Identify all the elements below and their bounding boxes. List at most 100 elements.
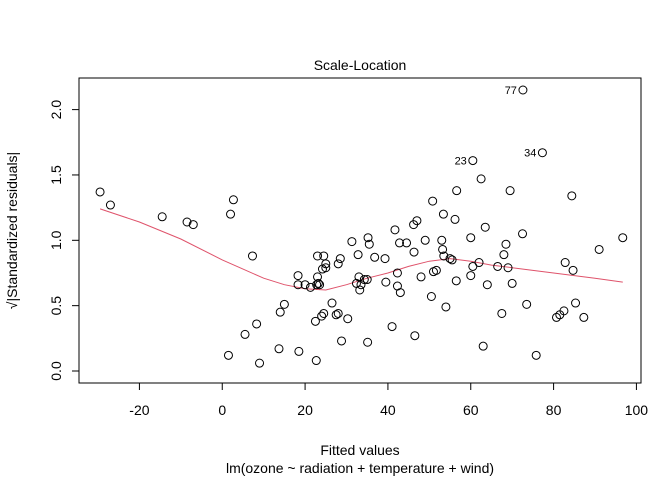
y-tick-label: 1.0 <box>48 230 64 250</box>
data-point <box>315 280 325 290</box>
data-point <box>387 322 397 332</box>
point-label: 34 <box>524 148 536 160</box>
data-point <box>499 250 509 260</box>
y-tick-label: 1.5 <box>48 165 64 185</box>
data-point <box>466 271 476 281</box>
data-point <box>501 239 511 249</box>
x-tick-label: -20 <box>129 402 149 418</box>
data-point <box>522 299 532 309</box>
data-point <box>431 265 441 275</box>
data-point <box>310 316 320 326</box>
data-point <box>402 238 412 248</box>
data-point <box>438 244 448 254</box>
data-point <box>333 259 343 269</box>
data-point <box>331 310 341 320</box>
data-point <box>392 268 402 278</box>
data-point <box>482 280 492 290</box>
data-point <box>493 261 503 271</box>
x-tick-label: 100 <box>625 402 649 418</box>
data-point <box>450 214 460 224</box>
data-point <box>337 336 347 346</box>
data-point <box>335 254 345 264</box>
x-tick-label: 60 <box>463 402 479 418</box>
data-point <box>356 280 366 290</box>
data-point <box>321 259 331 269</box>
data-point <box>410 331 420 341</box>
data-point <box>333 308 343 318</box>
x-axis-title: Fitted values <box>320 442 399 458</box>
data-point <box>568 265 578 275</box>
y-tick-label: 2.0 <box>48 100 64 120</box>
data-point <box>313 251 323 261</box>
data-point <box>321 263 331 273</box>
x-tick-label: 0 <box>218 402 226 418</box>
data-point <box>474 258 484 268</box>
data-point <box>311 356 321 366</box>
data-point <box>313 278 323 288</box>
data-point <box>537 148 547 158</box>
data-point <box>274 344 284 354</box>
data-point <box>294 346 304 356</box>
data-point <box>255 358 265 368</box>
point-label: 23 <box>455 156 467 168</box>
data-point <box>560 258 570 268</box>
data-point <box>505 186 515 196</box>
data-point <box>428 196 438 206</box>
data-point <box>416 272 426 282</box>
data-point <box>447 255 457 265</box>
data-point <box>319 308 329 318</box>
data-point <box>353 250 363 260</box>
plot-frame <box>78 77 642 384</box>
data-point <box>359 275 369 285</box>
data-point <box>157 212 167 222</box>
data-point <box>293 271 303 281</box>
data-point <box>319 251 329 261</box>
chart-title: Scale-Location <box>314 57 407 73</box>
data-point <box>439 251 449 261</box>
data-point <box>363 233 373 243</box>
data-point <box>412 216 422 226</box>
data-point <box>441 302 451 312</box>
data-point <box>395 288 405 298</box>
data-point <box>364 239 374 249</box>
data-point <box>451 276 461 286</box>
data-point <box>468 261 478 271</box>
data-point <box>618 233 628 243</box>
x-tick-label: 40 <box>380 402 396 418</box>
data-point <box>551 312 561 322</box>
data-point <box>503 263 513 273</box>
data-point <box>426 292 436 302</box>
y-axis-title: √|Standardized residuals| <box>4 152 20 309</box>
data-point <box>347 237 357 247</box>
data-point <box>95 187 105 197</box>
data-point <box>409 247 419 257</box>
smooth-line <box>99 208 623 291</box>
data-point <box>518 229 528 239</box>
data-point <box>355 285 365 295</box>
data-point <box>420 235 430 245</box>
data-point <box>518 85 528 95</box>
data-point <box>279 299 289 309</box>
data-point <box>370 252 380 262</box>
data-point <box>579 312 589 322</box>
plot-layer: Scale-Location -20 0 20 40 60 80 100 0.0 0.5 1.0 1.… <box>4 57 648 476</box>
data-point <box>300 280 310 290</box>
data-point <box>480 222 490 232</box>
data-point <box>252 319 262 329</box>
data-point <box>395 238 405 248</box>
data-point <box>105 200 115 210</box>
data-point <box>594 244 604 254</box>
x-tick-label: 20 <box>297 402 313 418</box>
data-point <box>476 174 486 184</box>
data-point <box>478 341 488 351</box>
data-point <box>497 308 507 318</box>
data-point <box>240 329 250 339</box>
data-point <box>468 156 478 166</box>
data-point <box>559 306 569 316</box>
data-point <box>247 251 257 261</box>
data-point <box>567 191 577 201</box>
data-point <box>317 311 327 321</box>
data-point <box>381 277 391 287</box>
data-point <box>327 298 337 308</box>
x-tick-label: 80 <box>546 402 562 418</box>
